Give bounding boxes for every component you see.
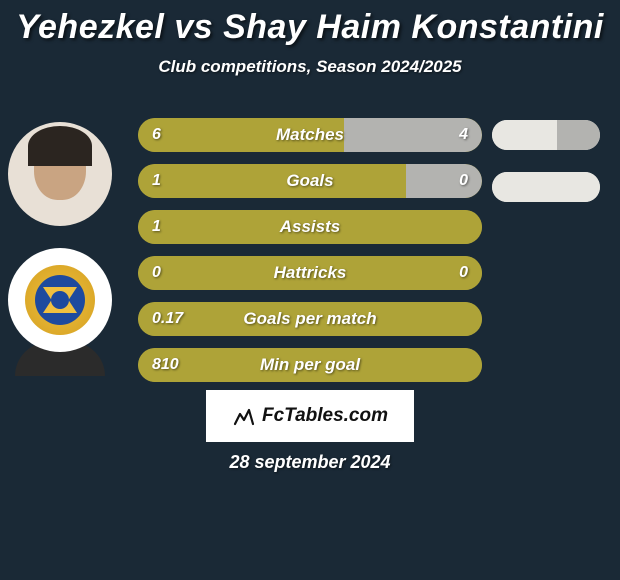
stat-bar: 1Assists	[138, 210, 482, 244]
stats-bars: 64Matches 10Goals 1Assists 00Hattricks 0.17G…	[138, 118, 482, 394]
pill-fill-player2	[557, 120, 600, 150]
stat-label: Goals per match	[138, 309, 482, 329]
stat-bar: 0.17Goals per match	[138, 302, 482, 336]
stat-bar: 810Min per goal	[138, 348, 482, 382]
ratio-pills	[492, 120, 602, 224]
stat-label: Assists	[138, 217, 482, 237]
stat-label: Min per goal	[138, 355, 482, 375]
avatar-column	[8, 122, 120, 374]
stat-bar: 00Hattricks	[138, 256, 482, 290]
comparison-card: Yehezkel vs Shay Haim Konstantini Club c…	[0, 0, 620, 580]
brand-icon	[232, 404, 256, 428]
stat-bar: 10Goals	[138, 164, 482, 198]
club-badge	[8, 248, 112, 352]
stat-label: Goals	[138, 171, 482, 191]
subtitle: Club competitions, Season 2024/2025	[0, 57, 620, 77]
badge-icon	[25, 265, 95, 335]
ratio-pill	[492, 172, 600, 202]
player1-avatar	[8, 122, 112, 226]
stat-label: Matches	[138, 125, 482, 145]
avatar-hair	[28, 126, 92, 166]
page-title: Yehezkel vs Shay Haim Konstantini	[0, 0, 620, 47]
ratio-pill	[492, 120, 600, 150]
pill-fill-player1	[492, 172, 600, 202]
brand-badge: FcTables.com	[206, 390, 414, 442]
brand-text: FcTables.com	[262, 405, 388, 427]
stat-bar: 64Matches	[138, 118, 482, 152]
pill-fill-player1	[492, 120, 557, 150]
date-text: 28 september 2024	[0, 452, 620, 473]
stat-label: Hattricks	[138, 263, 482, 283]
avatar-face	[34, 136, 86, 200]
